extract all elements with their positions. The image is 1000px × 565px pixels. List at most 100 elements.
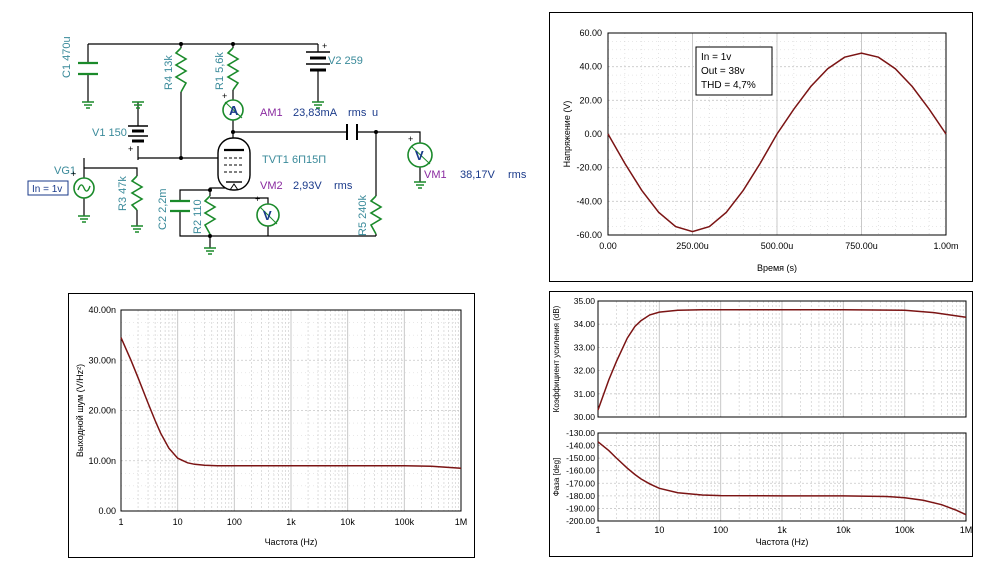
transient-y-tick: -20.00 bbox=[576, 163, 602, 173]
label-vg1: VG1 bbox=[54, 165, 76, 177]
noise-y-tick: 20.00n bbox=[88, 406, 116, 416]
noise-series-line bbox=[120, 337, 462, 470]
phase-y-tick: -130.00 bbox=[566, 428, 595, 438]
gain-y-tick: 32.00 bbox=[574, 366, 596, 376]
gain-series-line bbox=[597, 309, 967, 411]
transient-annotation-line: In = 1v bbox=[701, 52, 731, 63]
noise-panel: 40.00n 30.00n 20.00n 10.00n 0.00 1 10 100 1k 10k 1… bbox=[68, 293, 475, 558]
sine-icon bbox=[77, 184, 91, 192]
ground-symbols bbox=[78, 101, 426, 255]
phase-y-tick: -160.00 bbox=[566, 466, 595, 476]
phase-x-tick: 100 bbox=[713, 525, 728, 535]
label-vm1: VM1 bbox=[424, 169, 447, 181]
noise-x-tick: 100k bbox=[395, 517, 415, 527]
phase-x-tick: 1k bbox=[777, 525, 787, 535]
noise-y-tick: 30.00n bbox=[88, 355, 116, 365]
phase-y-tick: -180.00 bbox=[566, 491, 595, 501]
label-r3: R3 47k bbox=[117, 176, 129, 211]
plus-v1: + bbox=[128, 144, 133, 154]
noise-x-tick: 10 bbox=[173, 517, 183, 527]
noise-x-tick: 10k bbox=[340, 517, 355, 527]
transient-annotation-line: THD = 4,7% bbox=[701, 80, 756, 91]
capacitor-c1 bbox=[78, 61, 98, 76]
voltmeter-vm2-arrow bbox=[259, 206, 278, 225]
transient-y-tick: -40.00 bbox=[576, 196, 602, 206]
noise-x-tick: 1k bbox=[286, 517, 296, 527]
transient-x-tick: 250.00u bbox=[676, 241, 709, 251]
junction-bottom bbox=[208, 234, 212, 238]
coupling-capacitor bbox=[346, 124, 358, 140]
resistor-r2 bbox=[203, 195, 217, 235]
phase-x-tick: 1 bbox=[595, 525, 600, 535]
noise-x-tick: 1M bbox=[455, 517, 468, 527]
transient-x-tick: 1.00m bbox=[933, 241, 958, 251]
vm2-reading: 2,93V bbox=[293, 180, 322, 192]
transient-annotation-line: Out = 38v bbox=[701, 66, 745, 77]
vm2-unit: rms bbox=[334, 180, 353, 192]
am1-u: u bbox=[372, 107, 378, 119]
gain-y-tick: 33.00 bbox=[574, 342, 596, 352]
ammeter-arrow bbox=[224, 101, 243, 119]
ammeter-letter: A bbox=[229, 103, 239, 118]
transient-y-tick: 20.00 bbox=[579, 95, 602, 105]
transient-y-tick: 40.00 bbox=[579, 62, 602, 72]
phase-y-tick: -190.00 bbox=[566, 503, 595, 513]
junction-top bbox=[231, 42, 235, 46]
phase-plot-frame bbox=[597, 432, 967, 522]
voltmeter-vm1-arrow bbox=[410, 145, 431, 165]
vm1-letter: V bbox=[415, 148, 424, 163]
phase-y-tick: -200.00 bbox=[566, 516, 595, 526]
phase-x-tick: 1M bbox=[960, 525, 972, 535]
circuit-schematic: C1 470u R4 13k R1 5,6k + V2 259 + V1 150… bbox=[27, 36, 527, 255]
phase-x-tick: 10k bbox=[836, 525, 851, 535]
noise-y-tick: 0.00 bbox=[98, 506, 116, 516]
phase-x-tick: 100k bbox=[895, 525, 915, 535]
phase-x-tick: 10 bbox=[654, 525, 664, 535]
junction-top-left bbox=[179, 42, 183, 46]
noise-x-tick: 100 bbox=[227, 517, 242, 527]
capacitor-c2 bbox=[170, 199, 190, 213]
transient-y-tick: 60.00 bbox=[579, 28, 602, 38]
am1-unit: rms bbox=[348, 107, 367, 119]
input-tag: In = 1v bbox=[32, 184, 62, 195]
vm1-unit: rms bbox=[508, 169, 527, 181]
gain-y-tick: 34.00 bbox=[574, 319, 596, 329]
label-v1: V1 150 bbox=[92, 127, 127, 139]
junction-grid bbox=[179, 156, 183, 160]
input-tag-box bbox=[27, 180, 69, 196]
label-r4: R4 13k bbox=[163, 55, 175, 90]
battery-v2 bbox=[306, 51, 330, 72]
label-vm2: VM2 bbox=[260, 180, 283, 192]
resistor-r1 bbox=[226, 47, 240, 91]
noise-chart: 40.00n 30.00n 20.00n 10.00n 0.001 10 100 1k 10k 1… bbox=[75, 305, 468, 547]
transient-x-tick: 500.00u bbox=[761, 241, 794, 251]
junction-anode bbox=[231, 130, 235, 134]
resistor-r5 bbox=[369, 195, 383, 235]
label-r1: R1 5,6k bbox=[214, 52, 226, 90]
label-am1: AM1 bbox=[260, 107, 283, 119]
transient-chart: 60.0040.0020.000.00-20.00-40.00-60.000.0… bbox=[562, 28, 959, 273]
label-r2: R2 110 bbox=[192, 199, 204, 234]
label-v2: V2 259 bbox=[328, 55, 363, 67]
transient-annotation-box bbox=[695, 46, 773, 96]
plus-am1: + bbox=[222, 91, 227, 101]
noise-x-label: Частота (Hz) bbox=[265, 537, 318, 547]
gain-y-tick: 30.00 bbox=[574, 412, 596, 422]
resistor-r3 bbox=[130, 175, 144, 211]
noise-plot-frame bbox=[120, 309, 462, 512]
am1-reading: 23,83mA bbox=[293, 107, 338, 119]
phase-y-tick: -140.00 bbox=[566, 441, 595, 451]
label-c2: C2 2,2m bbox=[157, 188, 169, 230]
resistor-r4 bbox=[174, 47, 188, 93]
transient-y-tick: -60.00 bbox=[576, 230, 602, 240]
noise-y-tick: 40.00n bbox=[88, 305, 116, 315]
plus-vg1: + bbox=[71, 169, 76, 179]
noise-x-tick: 1 bbox=[118, 517, 123, 527]
phase-series-line bbox=[597, 441, 967, 516]
phase-x-label: Частота (Hz) bbox=[756, 537, 809, 547]
gain-plot-frame bbox=[597, 300, 967, 418]
plus-v2: + bbox=[322, 41, 327, 51]
transient-x-tick: 0.00 bbox=[599, 241, 617, 251]
transient-y-label: Напряжение (V) bbox=[562, 101, 572, 168]
vm2-letter: V bbox=[263, 208, 272, 223]
